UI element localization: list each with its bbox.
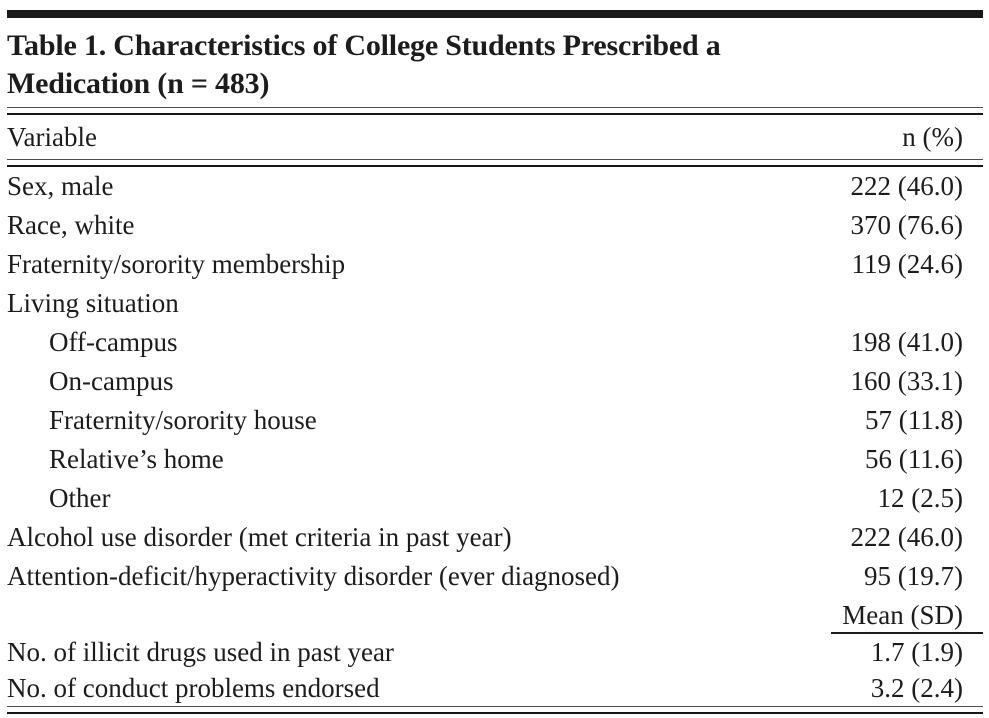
table-row: Fraternity/sorority membership 119 (24.6…: [7, 245, 983, 284]
mean-sd-header: Mean (SD): [842, 599, 963, 630]
row-value: 56 (11.6): [865, 444, 963, 474]
row-label: Alcohol use disorder (met criteria in pa…: [7, 522, 512, 552]
column-header-row: Variable n (%): [7, 115, 983, 159]
row-label: Sex, male: [7, 171, 114, 201]
row-label: Race, white: [7, 210, 135, 240]
row-label: No. of illicit drugs used in past year: [7, 637, 394, 667]
table-row: Race, white 370 (76.6): [7, 206, 983, 245]
table-title-line-1: Table 1. Characteristics of College Stud…: [7, 29, 721, 62]
column-header-n-pct: n (%): [902, 121, 963, 152]
row-value: 370 (76.6): [850, 210, 963, 240]
row-value: 119 (24.6): [851, 249, 963, 279]
bottom-rule: [7, 706, 983, 714]
table-row: No. of conduct problems endorsed 3.2 (2.…: [7, 670, 983, 706]
table-row: Living situation: [7, 284, 983, 323]
row-value: 3.2 (2.4): [870, 673, 963, 703]
table-row: Other 12 (2.5): [7, 479, 983, 518]
table-row: No. of illicit drugs used in past year 1…: [7, 634, 983, 670]
title-divider-rule: [7, 107, 983, 115]
mean-sd-header-row: Mean (SD): [7, 596, 983, 634]
table-row: Relative’s home 56 (11.6): [7, 440, 983, 479]
row-value: 222 (46.0): [850, 171, 963, 201]
table-row: Attention-deficit/hyperactivity disorder…: [7, 557, 983, 596]
table-title-line-2: Medication (n = 483): [7, 67, 270, 100]
row-label: Living situation: [7, 288, 179, 318]
header-divider-rule: [7, 159, 983, 167]
table-row: On-campus 160 (33.1): [7, 362, 983, 401]
row-value: 198 (41.0): [850, 327, 963, 357]
table-container: Table 1. Characteristics of College Stud…: [7, 10, 983, 714]
row-label: On-campus: [49, 366, 174, 396]
row-label: Attention-deficit/hyperactivity disorder…: [7, 561, 620, 591]
row-label: Fraternity/sorority membership: [7, 249, 346, 279]
row-value: 160 (33.1): [850, 366, 963, 396]
row-value: 1.7 (1.9): [870, 637, 963, 667]
row-label: No. of conduct problems endorsed: [7, 673, 380, 703]
table-row: Fraternity/sorority house 57 (11.8): [7, 401, 983, 440]
row-value: 57 (11.8): [865, 405, 963, 435]
mean-sd-underline: [831, 631, 983, 634]
column-header-variable: Variable: [7, 121, 97, 152]
table-row: Off-campus 198 (41.0): [7, 323, 983, 362]
row-label: Relative’s home: [49, 444, 224, 474]
row-label: Fraternity/sorority house: [49, 405, 317, 435]
table-row: Alcohol use disorder (met criteria in pa…: [7, 518, 983, 557]
row-label: Off-campus: [49, 327, 178, 357]
row-value: 12 (2.5): [877, 483, 963, 513]
top-rule-bar: [7, 10, 983, 18]
row-value: 222 (46.0): [850, 522, 963, 552]
row-label: Other: [49, 483, 111, 513]
row-value: [963, 284, 983, 323]
row-value: 95 (19.7): [864, 561, 963, 591]
table-row: Sex, male 222 (46.0): [7, 167, 983, 206]
table-title: Table 1. Characteristics of College Stud…: [7, 27, 983, 103]
